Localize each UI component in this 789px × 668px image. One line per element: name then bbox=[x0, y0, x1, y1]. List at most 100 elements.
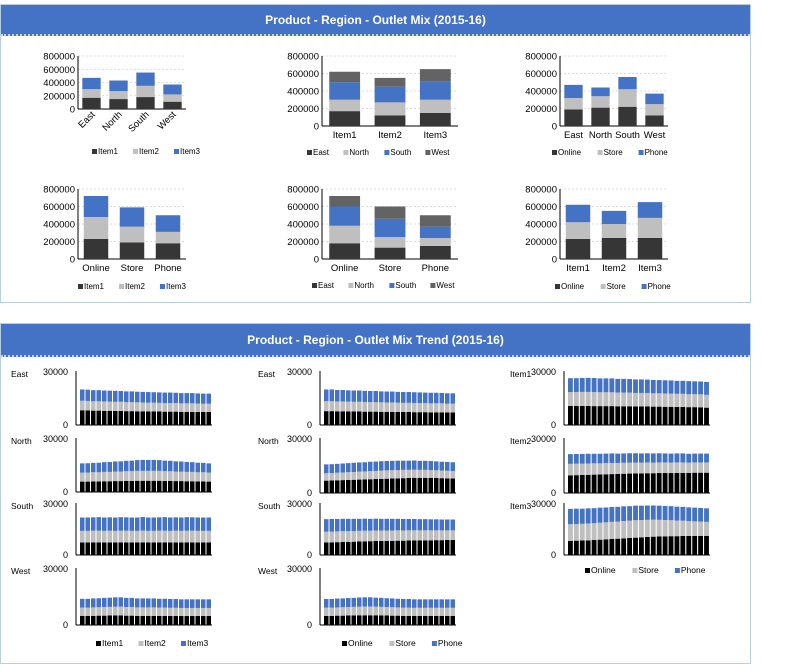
bar-segment-item1 bbox=[190, 616, 195, 625]
bar-segment-phone bbox=[351, 597, 357, 607]
bar-segment-item1 bbox=[91, 481, 96, 492]
bar-segment-phone bbox=[615, 506, 621, 522]
bar-segment-phone bbox=[639, 453, 644, 463]
bar-segment-item3 bbox=[129, 391, 135, 403]
bar-segment-item1 bbox=[83, 238, 109, 259]
bar-segment-south bbox=[419, 81, 451, 100]
bar-segment-item1 bbox=[91, 542, 96, 555]
bar-segment-store bbox=[390, 402, 395, 412]
bar-segment-phone bbox=[650, 453, 656, 463]
legend-label-phone: Phone bbox=[681, 565, 706, 575]
bar-segment-store bbox=[644, 392, 650, 407]
bar-segment-item2 bbox=[80, 530, 85, 543]
bar-segment-online bbox=[324, 411, 329, 425]
bar-segment-phone bbox=[340, 518, 346, 532]
bar-segment-store bbox=[428, 607, 434, 616]
x-tick-label: Item2 bbox=[378, 130, 402, 141]
bar-segment-store bbox=[439, 530, 445, 541]
bar-segment-store bbox=[357, 606, 362, 616]
bar-segment-item2 bbox=[118, 530, 124, 543]
legend-swatch-item2 bbox=[133, 149, 138, 154]
y-tick-label: 600000 bbox=[287, 69, 319, 80]
bar-segment-store bbox=[324, 401, 329, 412]
bar-segment-store bbox=[674, 520, 680, 537]
bar-segment-phone bbox=[362, 390, 368, 402]
bar-segment-item1 bbox=[173, 481, 179, 492]
bar-segment-phone bbox=[650, 379, 656, 394]
bar-segment-north bbox=[419, 238, 451, 246]
bar-segment-item1 bbox=[168, 411, 173, 425]
bar-segment-online bbox=[585, 405, 591, 425]
bar-segment-online bbox=[644, 537, 650, 555]
legend-label-item3: Item3 bbox=[166, 282, 187, 291]
bar-segment-item1 bbox=[124, 480, 129, 492]
legend-label-store: Store bbox=[607, 282, 627, 291]
bar-segment-phone bbox=[621, 506, 627, 521]
bar-segment-item3 bbox=[157, 460, 162, 471]
bar-segment-west bbox=[419, 215, 451, 227]
bar-segment-item1 bbox=[135, 480, 140, 492]
legend-swatch-phone bbox=[431, 641, 437, 646]
bar-segment-online bbox=[401, 540, 406, 555]
bar-segment-store bbox=[395, 470, 401, 479]
bar-segment-store bbox=[615, 521, 621, 539]
legend-label-store: Store bbox=[604, 148, 624, 157]
bar-segment-item2 bbox=[135, 607, 140, 616]
bar-segment-store bbox=[662, 462, 668, 474]
bar-segment-item3 bbox=[85, 517, 91, 531]
bar-segment-online bbox=[434, 615, 439, 625]
bar-segment-online bbox=[401, 412, 406, 425]
bar-segment-phone bbox=[686, 381, 692, 395]
bar-segment-online bbox=[434, 477, 439, 493]
bar-segment-store bbox=[644, 519, 650, 537]
bar-segment-phone bbox=[335, 463, 340, 473]
bar-segment-phone bbox=[704, 508, 709, 522]
bar-segment-item1 bbox=[179, 542, 184, 555]
y-tick-label: 200000 bbox=[287, 104, 319, 115]
bar-segment-item3 bbox=[190, 462, 195, 472]
bar-segment-item1 bbox=[179, 411, 184, 425]
bar-segment-phone bbox=[621, 453, 627, 463]
bar-segment-phone bbox=[324, 598, 329, 608]
bar-segment-item3 bbox=[85, 389, 91, 401]
bar-segment-phone bbox=[591, 87, 610, 97]
bar-segment-item2 bbox=[113, 606, 118, 616]
bar-segment-store bbox=[686, 462, 692, 473]
x-tick-label: North bbox=[589, 130, 612, 141]
legend-swatch-store bbox=[389, 641, 395, 646]
bar-segment-online bbox=[603, 474, 609, 493]
x-tick-label: West bbox=[156, 109, 179, 132]
legend-label-phone: Phone bbox=[645, 148, 669, 157]
bar-segment-item3 bbox=[82, 77, 101, 90]
y-tick-label: 0 bbox=[551, 550, 556, 560]
bar-segment-phone bbox=[346, 463, 351, 473]
bar-segment-phone bbox=[568, 378, 573, 393]
bar-segment-online bbox=[573, 405, 579, 425]
bar-segment-phone bbox=[668, 380, 674, 394]
legend-label-item1: Item1 bbox=[84, 282, 105, 291]
bar-segment-phone bbox=[573, 378, 579, 393]
bar-segment-online bbox=[362, 411, 368, 425]
bar-segment-store bbox=[428, 530, 434, 541]
bar-segment-item1 bbox=[129, 542, 135, 555]
bar-segment-store bbox=[645, 104, 664, 116]
bar-segment-phone bbox=[423, 519, 428, 531]
bar-segment-store bbox=[439, 403, 445, 413]
bar-segment-item2 bbox=[195, 472, 201, 482]
bar-segment-online bbox=[423, 412, 428, 425]
bar-segment-item3 bbox=[179, 461, 184, 472]
bar-segment-online bbox=[357, 411, 362, 425]
bar-segment-online bbox=[668, 473, 674, 493]
bar-segment-phone bbox=[680, 380, 686, 394]
bar-segment-store bbox=[417, 469, 423, 478]
bar-segment-online bbox=[390, 615, 395, 625]
bar-segment-item1 bbox=[157, 411, 162, 425]
bar-segment-online bbox=[346, 411, 351, 425]
bar-segment-north bbox=[419, 99, 451, 113]
y-tick-label: 0 bbox=[307, 488, 312, 498]
bar-segment-phone bbox=[644, 379, 650, 393]
bar-segment-item3 bbox=[184, 393, 190, 404]
bar-segment-store bbox=[698, 394, 704, 408]
bar-segment-item1 bbox=[135, 411, 140, 425]
bar-segment-item1 bbox=[124, 411, 129, 425]
